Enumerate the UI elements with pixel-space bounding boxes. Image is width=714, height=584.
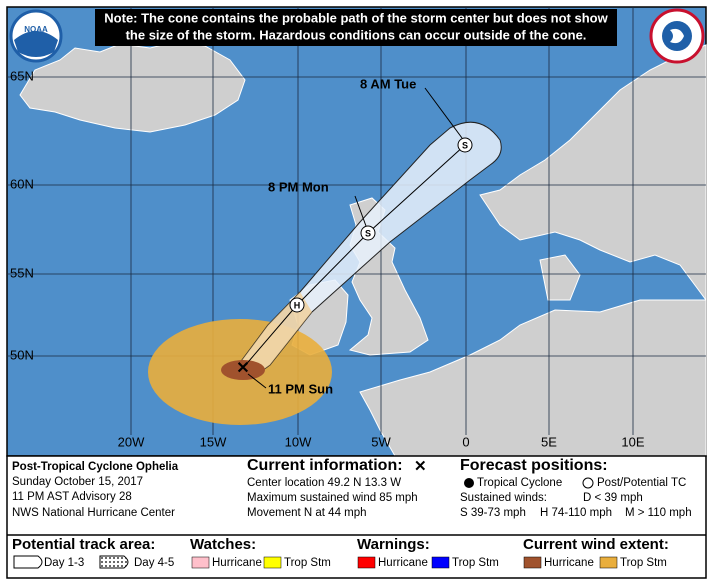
warn-hurricane-label: Hurricane bbox=[378, 557, 428, 569]
lon-label: 5E bbox=[541, 434, 557, 449]
storm-name: Post-Tropical Cyclone Ophelia bbox=[12, 461, 179, 473]
lat-label: 50N bbox=[10, 347, 34, 362]
day45-label: Day 4-5 bbox=[134, 557, 174, 569]
current-marker: ✕ bbox=[414, 458, 427, 475]
lon-label: 10W bbox=[285, 434, 312, 449]
map-legend: Potential track area: Day 1-3 Day 4-5 Wa… bbox=[12, 536, 669, 569]
lat-label: 55N bbox=[10, 265, 34, 280]
winds-m: M > 110 mph bbox=[625, 507, 692, 519]
wind-hurricane-label: Hurricane bbox=[544, 557, 594, 569]
day13-swatch bbox=[13, 555, 43, 569]
point-circle bbox=[360, 225, 376, 241]
forecast-title: Forecast positions: bbox=[460, 457, 608, 474]
warn-tropstm-label: Trop Stm bbox=[452, 557, 499, 569]
point-circle bbox=[457, 137, 473, 153]
ptc-symbol bbox=[582, 477, 594, 489]
point-time: 11 PM Sun bbox=[268, 381, 333, 396]
day13-label: Day 1-3 bbox=[44, 557, 84, 569]
winds-title: Sustained winds: bbox=[460, 492, 547, 504]
hurricane-wind-extent bbox=[221, 360, 265, 380]
noaa-logo-text: NOAA bbox=[24, 25, 48, 34]
winds-d: D < 39 mph bbox=[583, 492, 643, 504]
storm-center: NWS National Hurricane Center bbox=[12, 507, 175, 519]
current-position: ✕ bbox=[236, 360, 249, 377]
note-box bbox=[95, 9, 617, 46]
watch-tropstm-swatch bbox=[263, 556, 282, 569]
lat-label: 65N bbox=[10, 68, 34, 83]
lon-labels: 20W 15W 10W 5W 0 5E 10E bbox=[118, 434, 645, 449]
point-symbol: S bbox=[462, 140, 468, 150]
watch-hurricane-swatch bbox=[191, 556, 210, 569]
current-info: Current information: ✕ Center location 4… bbox=[247, 457, 427, 519]
lon-label: 15W bbox=[200, 434, 227, 449]
wind-tropstm-label: Trop Stm bbox=[620, 557, 667, 569]
leader-line bbox=[247, 373, 267, 389]
warn-hurricane-swatch bbox=[357, 556, 376, 569]
point-circle bbox=[289, 297, 305, 313]
winds-s: S 39-73 mph bbox=[460, 507, 526, 519]
wind-hurricane-swatch bbox=[523, 556, 542, 569]
current-wind: Maximum sustained wind 85 mph bbox=[247, 492, 418, 504]
current-movement: Movement N at 44 mph bbox=[247, 507, 367, 519]
current-location: Center location 49.2 N 13.3 W bbox=[247, 477, 401, 489]
note-text: Note: The cone contains the probable pat… bbox=[104, 10, 608, 25]
wind-tropstm-swatch bbox=[599, 556, 618, 569]
tc-symbol bbox=[464, 478, 474, 488]
nws-logo-swirl bbox=[670, 28, 684, 44]
forecast-legend: Forecast positions: Tropical Cyclone Pos… bbox=[460, 457, 692, 519]
winds-h: H 74-110 mph bbox=[540, 507, 612, 519]
lon-label: 20W bbox=[118, 434, 145, 449]
forecast-points: ✕ 11 PM Sun H S 8 PM Mon S 8 AM Tue bbox=[236, 76, 473, 396]
lat-labels: 65N 60N 55N 50N bbox=[10, 68, 34, 362]
lat-label: 60N bbox=[10, 176, 34, 191]
note-text: the size of the storm. Hazardous conditi… bbox=[126, 27, 587, 42]
watch-hurricane-label: Hurricane bbox=[212, 557, 262, 569]
wind-title: Current wind extent: bbox=[523, 536, 669, 553]
lon-label: 10E bbox=[621, 434, 644, 449]
watch-tropstm-label: Trop Stm bbox=[284, 557, 331, 569]
current-title: Current information: bbox=[247, 457, 403, 474]
warn-tropstm-swatch bbox=[431, 556, 450, 569]
leader-line bbox=[424, 87, 463, 139]
storm-info: Post-Tropical Cyclone Ophelia Sunday Oct… bbox=[12, 461, 179, 519]
storm-date: Sunday October 15, 2017 bbox=[12, 476, 143, 488]
land bbox=[19, 41, 707, 457]
lon-label: 5W bbox=[371, 434, 391, 449]
ptc-label: Post/Potential TC bbox=[597, 477, 686, 489]
point-time: 8 AM Tue bbox=[360, 76, 416, 91]
watches-title: Watches: bbox=[190, 536, 256, 553]
tc-label: Tropical Cyclone bbox=[477, 477, 562, 489]
cone-overlap bbox=[236, 292, 312, 378]
track-line bbox=[242, 144, 466, 369]
track-title: Potential track area: bbox=[12, 536, 155, 553]
point-symbol: S bbox=[365, 228, 371, 238]
noaa-logo-wave bbox=[14, 31, 58, 57]
lon-label: 0 bbox=[462, 434, 469, 449]
leader-line bbox=[354, 195, 367, 227]
point-time: 8 PM Mon bbox=[268, 179, 329, 194]
storm-advisory: 11 PM AST Advisory 28 bbox=[12, 491, 132, 503]
warnings-title: Warnings: bbox=[357, 536, 430, 553]
point-symbol: H bbox=[294, 300, 301, 310]
day45-swatch bbox=[99, 555, 129, 569]
